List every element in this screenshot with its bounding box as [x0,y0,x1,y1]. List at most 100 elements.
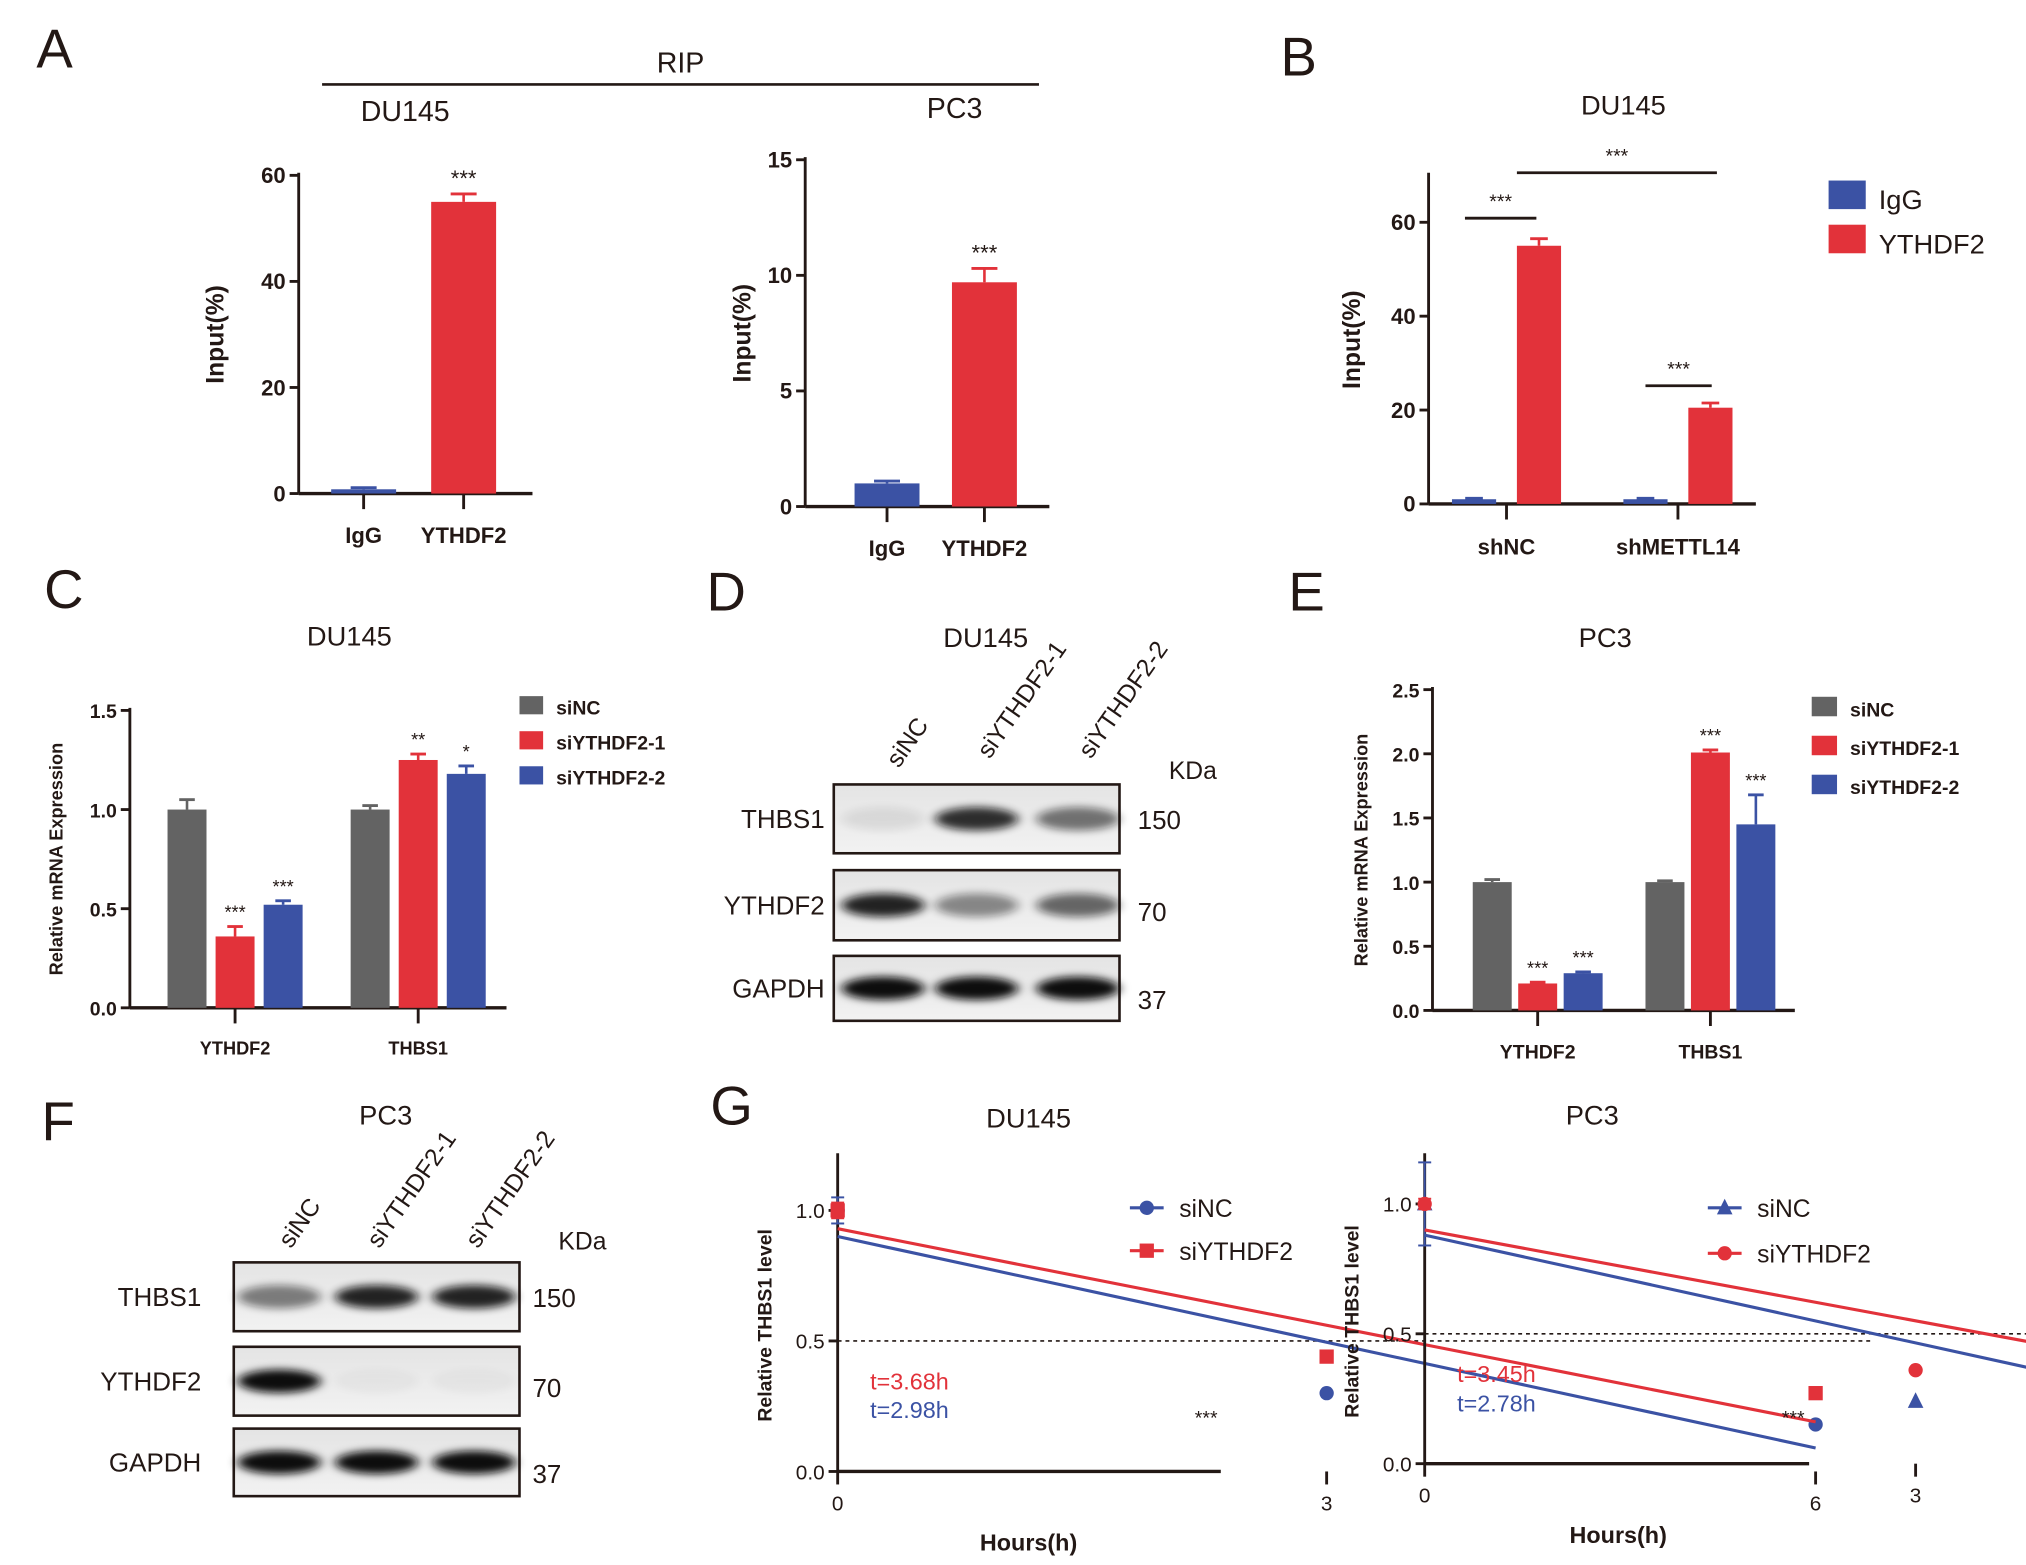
y-tick-label: 0 [1403,492,1415,517]
lane-label: siNC [274,1194,327,1253]
legend-swatch [1811,696,1838,717]
legend-swatch [1828,224,1866,254]
y-axis-label: Input(%) [202,285,229,384]
chart-a-du145: 0 20 40 60 Input(%) IgG YTHDF2 *** [202,163,533,548]
half-life-label: t=3.68h [870,1369,949,1395]
y-tick-label: 1.5 [90,701,117,723]
protein-label: THBS1 [118,1282,202,1312]
y-tick-label: 1.0 [1392,873,1419,895]
protein-band [432,1285,516,1309]
half-life-label: t=2.78h [1457,1391,1536,1417]
protein-band [432,1450,516,1475]
y-tick-label: 1.0 [1383,1194,1412,1217]
chart-title: PC3 [1579,622,1632,653]
bar [167,809,207,1008]
chart-a-pc3: 0 5 10 15 Input(%) IgG YTHDF2 *** [730,148,1050,561]
fit-line [837,1227,1816,1424]
fit-line [1424,1228,2026,1343]
legend-label: siYTHDF2-1 [556,732,665,754]
y-tick-label: 0.0 [796,1461,825,1484]
x-tick-label: 3 [1321,1492,1333,1515]
kda-header: KDa [558,1228,606,1255]
y-tick-label: 10 [768,263,793,288]
significance-stars: *** [1527,958,1548,978]
half-life-label: t=2.98h [870,1397,949,1423]
protein-band [335,1285,419,1309]
significance-stars: *** [1606,145,1629,167]
molecular-weight-label: 70 [532,1373,561,1403]
bar [1451,499,1497,504]
panel-letters: A B C D E F G [36,19,1324,1153]
x-tick-label: IgG [345,523,382,548]
chart-c: DU145 0.0 0.5 1.0 1.5 Relative mRNA Expressio… [46,620,665,1058]
chart-title: DU145 [986,1102,1071,1133]
legend-swatch [1811,774,1838,795]
protein-label: GAPDH [109,1447,201,1477]
y-axis-label: Input(%) [730,284,757,383]
legend-marker [1716,1198,1733,1215]
chart-title: PC3 [1566,1100,1619,1131]
bar [215,936,255,1008]
legend-marker [1717,1246,1732,1261]
legend-swatch [1828,180,1866,210]
legend-label: siNC [1850,699,1894,721]
bar [431,201,497,494]
rip-du145-label: DU145 [361,96,450,128]
significance-stars: *** [1667,358,1690,380]
rip-header: RIP DU145 PC3 [322,48,1039,128]
data-point [1417,1196,1432,1212]
x-tick-label: 6 [1810,1492,1822,1515]
half-life-label: t=3.45h [1457,1361,1536,1387]
legend-label: siYTHDF2-2 [1850,777,1959,799]
y-tick-label: 0.5 [1392,937,1419,959]
y-axis-label: Input(%) [1339,290,1366,389]
y-tick-label: 1.0 [796,1200,825,1223]
x-tick-label: YTHDF2 [942,536,1028,561]
significance-stars: *** [1700,726,1721,746]
data-point [830,1203,845,1218]
legend-swatch [519,766,544,785]
rip-pc3-label: PC3 [927,93,983,125]
chart-g-du145: DU145 0.0 0.5 1.0 0 3 6 Hours(h) Relative THBS1 … [754,1102,1873,1556]
rip-label: RIP [657,48,705,80]
x-tick-label: 0 [1419,1485,1431,1508]
chart-b: DU145 0 20 40 60 Input(%) shNC shMETTL14 IgG YTHD… [1339,89,1985,559]
bar [263,904,303,1008]
y-tick-label: 5 [780,379,792,404]
bar [1645,882,1685,1011]
y-tick-label: 0 [273,481,285,506]
x-axis-label: Hours(h) [1570,1522,1667,1548]
y-tick-label: 0 [780,494,792,519]
panel-label-c: C [44,559,83,620]
y-tick-label: 60 [1391,210,1416,235]
y-tick-label: 0.0 [1392,1001,1419,1023]
y-tick-label: 0.5 [1383,1324,1412,1347]
y-tick-label: 40 [1391,304,1416,329]
y-axis-label: Relative THBS1 level [754,1229,776,1422]
y-tick-label: 0.5 [796,1331,825,1354]
legend-label: YTHDF2 [1879,228,1985,259]
legend-swatch [519,696,544,715]
legend-marker [1139,1200,1154,1215]
data-point [1808,1386,1823,1401]
x-tick-label: YTHDF2 [421,523,507,548]
protein-band [1036,893,1120,917]
lane-label: siYTHDF2-1 [362,1126,462,1253]
kda-header: KDa [1169,758,1217,785]
x-tick-label: YTHDF2 [200,1039,271,1059]
significance-stars: ** [411,730,425,750]
bar [854,483,920,507]
legend-swatch [1811,735,1838,756]
protein-band [841,807,925,831]
y-tick-label: 60 [261,163,286,188]
protein-band [935,807,1019,831]
lane-label: siYTHDF2-1 [972,637,1072,764]
legend-label: siYTHDF2-2 [556,767,665,789]
legend-swatch [519,731,544,750]
chart-g-pc3: PC3 0.0 0.5 1.0 0 3 6 Hours(h) Relative THBS1 le… [1341,1100,2026,1548]
x-tick-label: YTHDF2 [1500,1041,1576,1063]
protein-band [935,976,1019,1001]
significance-stars: *** [972,241,998,266]
y-tick-label: 0.0 [90,999,117,1021]
